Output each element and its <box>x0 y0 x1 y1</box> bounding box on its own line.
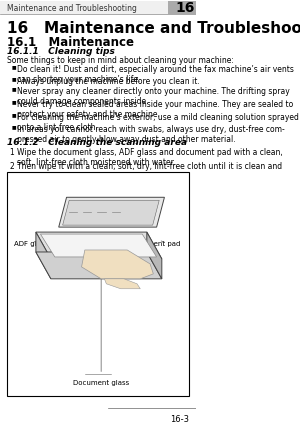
Text: Do clean it! Dust and dirt, especially around the fax machine’s air vents
can sh: Do clean it! Dust and dirt, especially a… <box>17 65 294 84</box>
Text: ■: ■ <box>12 124 16 128</box>
Polygon shape <box>36 233 162 259</box>
Text: Then wipe it with a clean, soft, dry, lint-free cloth until it is clean and
dry.: Then wipe it with a clean, soft, dry, li… <box>17 162 282 181</box>
Text: 16.1.1   Cleaning tips: 16.1.1 Cleaning tips <box>7 47 114 56</box>
Text: Always unplug the machine before you clean it.: Always unplug the machine before you cle… <box>17 77 200 86</box>
Text: Document glass: Document glass <box>73 380 129 386</box>
Text: 16-3: 16-3 <box>170 414 189 423</box>
Polygon shape <box>36 233 51 279</box>
Text: ADF glass: ADF glass <box>14 240 49 247</box>
Text: 16: 16 <box>176 1 195 15</box>
Text: Some things to keep in mind about cleaning your machine:: Some things to keep in mind about cleani… <box>7 56 233 65</box>
Polygon shape <box>40 235 157 257</box>
Text: 16.1   Maintenance: 16.1 Maintenance <box>7 36 134 49</box>
Polygon shape <box>82 250 153 279</box>
Text: ■: ■ <box>12 76 16 81</box>
Text: Maintenance and Troubleshooting: Maintenance and Troubleshooting <box>7 4 136 13</box>
Text: For cleaning the machine’s exterior, use a mild cleaning solution sprayed
onto a: For cleaning the machine’s exterior, use… <box>17 112 299 132</box>
Text: Wipe the document glass, ADF glass and document pad with a clean,
soft, lint-fre: Wipe the document glass, ADF glass and d… <box>17 147 283 167</box>
Bar <box>0 3 196 15</box>
Text: 2: 2 <box>9 162 14 171</box>
Bar <box>168 3 196 16</box>
Text: In areas you cannot reach with swabs, always use dry, dust-free com-
pressed air: In areas you cannot reach with swabs, al… <box>17 124 285 144</box>
Text: ■: ■ <box>12 112 16 116</box>
Bar <box>7 173 189 396</box>
Text: Document pad: Document pad <box>129 240 180 247</box>
Text: Never spray any cleaner directly onto your machine. The drifting spray
could dam: Never spray any cleaner directly onto yo… <box>17 87 290 106</box>
Text: 1: 1 <box>9 147 14 156</box>
Text: Never try to clean sealed areas inside your machine. They are sealed to
protect : Never try to clean sealed areas inside y… <box>17 100 293 119</box>
Polygon shape <box>59 198 164 227</box>
Text: 16.1.2   Cleaning the scanning area: 16.1.2 Cleaning the scanning area <box>7 137 187 146</box>
Polygon shape <box>63 201 159 226</box>
Polygon shape <box>147 233 162 279</box>
Polygon shape <box>36 252 162 279</box>
Text: ■: ■ <box>12 98 16 104</box>
Text: 16   Maintenance and Troubleshooting: 16 Maintenance and Troubleshooting <box>7 21 300 36</box>
Polygon shape <box>104 279 140 289</box>
Text: ■: ■ <box>12 64 16 69</box>
Text: ■: ■ <box>12 86 16 91</box>
